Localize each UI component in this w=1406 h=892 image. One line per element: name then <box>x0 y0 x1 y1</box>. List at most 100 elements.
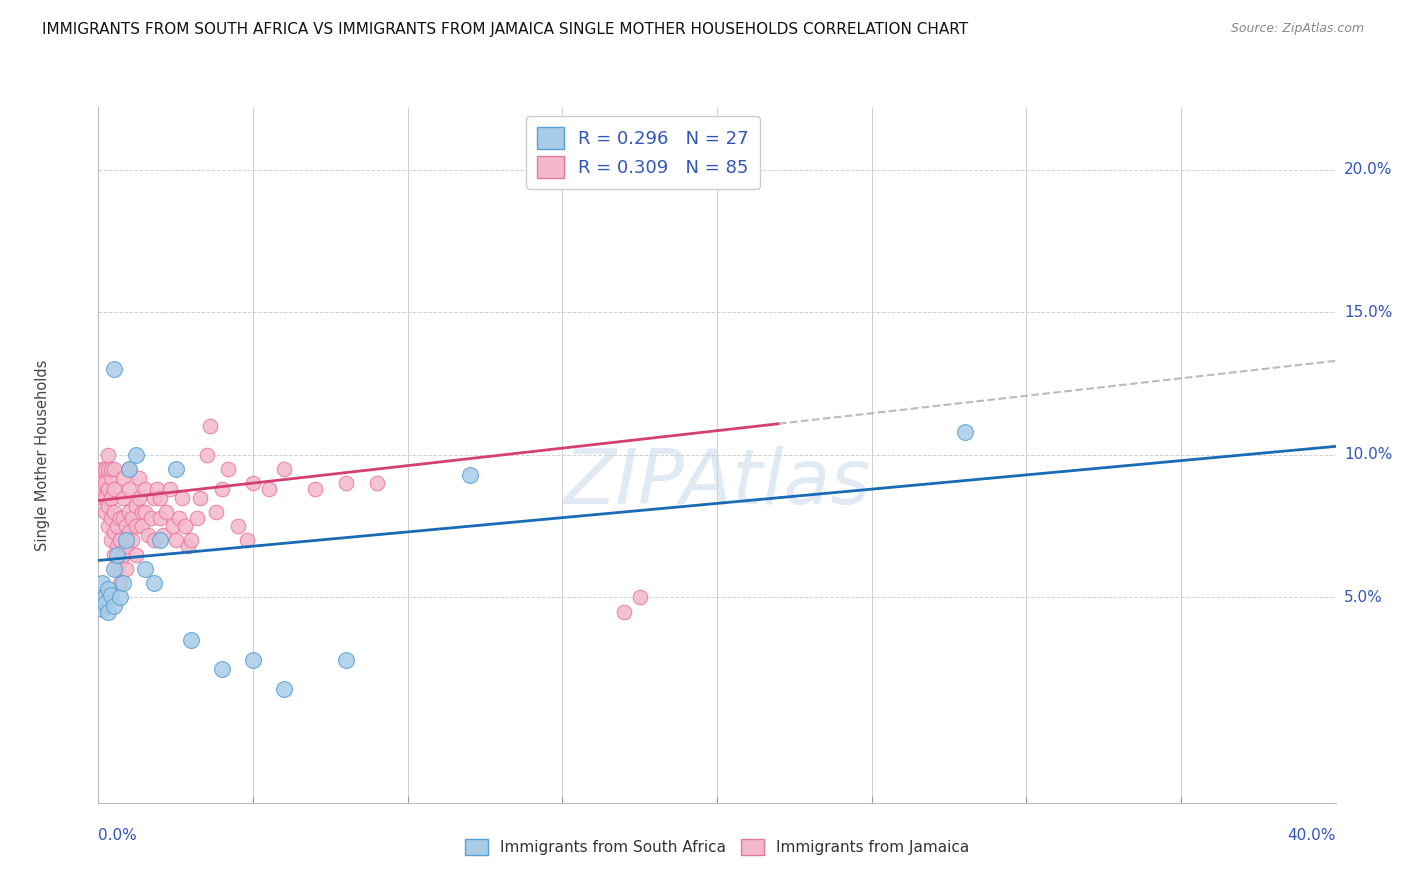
Point <box>103 505 125 519</box>
Point <box>226 519 249 533</box>
Point <box>103 462 125 476</box>
Point <box>121 533 143 548</box>
Point <box>124 548 146 562</box>
Point <box>108 533 131 548</box>
Point <box>108 553 131 567</box>
Point <box>170 491 193 505</box>
Point <box>211 662 233 676</box>
Point <box>100 471 122 485</box>
Point <box>103 524 125 539</box>
Text: 5.0%: 5.0% <box>1344 590 1382 605</box>
Point <box>112 491 135 505</box>
Point <box>97 462 120 476</box>
Point <box>118 524 141 539</box>
Point <box>93 505 115 519</box>
Point <box>257 482 280 496</box>
Point <box>115 562 138 576</box>
Point <box>103 482 125 496</box>
Point <box>180 533 202 548</box>
Point <box>124 448 146 462</box>
Point <box>115 539 138 553</box>
Point <box>115 533 138 548</box>
Point <box>103 548 125 562</box>
Point <box>134 562 156 576</box>
Point <box>108 576 131 591</box>
Point <box>128 491 150 505</box>
Point <box>149 510 172 524</box>
Point <box>335 653 357 667</box>
Point <box>124 519 146 533</box>
Point <box>103 562 125 576</box>
Point <box>97 605 120 619</box>
Point <box>613 605 636 619</box>
Point <box>149 533 172 548</box>
Point <box>143 533 166 548</box>
Point <box>97 448 120 462</box>
Point <box>273 462 295 476</box>
Point <box>97 582 120 596</box>
Point <box>211 482 233 496</box>
Point <box>143 576 166 591</box>
Point <box>180 633 202 648</box>
Point <box>217 462 239 476</box>
Point <box>93 491 115 505</box>
Point <box>242 653 264 667</box>
Point <box>112 576 135 591</box>
Point <box>146 482 169 496</box>
Point <box>105 539 128 553</box>
Point <box>112 548 135 562</box>
Point <box>93 476 115 491</box>
Point <box>162 519 184 533</box>
Point <box>103 362 125 376</box>
Point <box>174 519 197 533</box>
Point <box>90 462 112 476</box>
Point <box>139 510 162 524</box>
Point <box>108 510 131 524</box>
Point <box>458 467 481 482</box>
Point <box>149 491 172 505</box>
Point <box>152 528 174 542</box>
Point <box>335 476 357 491</box>
Point <box>118 505 141 519</box>
Point <box>118 462 141 476</box>
Point <box>134 505 156 519</box>
Text: Source: ZipAtlas.com: Source: ZipAtlas.com <box>1230 22 1364 36</box>
Point <box>159 482 181 496</box>
Point <box>155 505 177 519</box>
Point <box>628 591 651 605</box>
Point <box>105 519 128 533</box>
Text: ZIPAtlas: ZIPAtlas <box>564 446 870 520</box>
Point <box>97 482 120 496</box>
Point <box>131 505 153 519</box>
Text: IMMIGRANTS FROM SOUTH AFRICA VS IMMIGRANTS FROM JAMAICA SINGLE MOTHER HOUSEHOLDS: IMMIGRANTS FROM SOUTH AFRICA VS IMMIGRAN… <box>42 22 969 37</box>
Point <box>112 510 135 524</box>
Legend: Immigrants from South Africa, Immigrants from Jamaica: Immigrants from South Africa, Immigrants… <box>458 833 976 862</box>
Text: 15.0%: 15.0% <box>1344 305 1392 320</box>
Point <box>273 681 295 696</box>
Point <box>124 500 146 514</box>
Point <box>304 482 326 496</box>
Point <box>90 476 112 491</box>
Point <box>112 471 135 485</box>
Point <box>190 491 212 505</box>
Point <box>105 548 128 562</box>
Point <box>195 448 218 462</box>
Point <box>128 471 150 485</box>
Point <box>100 533 122 548</box>
Point <box>143 491 166 505</box>
Text: 40.0%: 40.0% <box>1288 828 1336 843</box>
Point <box>186 510 208 524</box>
Point <box>136 528 159 542</box>
Point <box>366 476 388 491</box>
Point <box>115 519 138 533</box>
Point <box>90 576 112 591</box>
Point <box>205 505 228 519</box>
Point <box>131 519 153 533</box>
Point <box>167 510 190 524</box>
Point <box>100 462 122 476</box>
Point <box>100 588 122 602</box>
Point <box>90 602 112 616</box>
Point <box>134 482 156 496</box>
Point <box>953 425 976 439</box>
Point <box>93 596 115 610</box>
